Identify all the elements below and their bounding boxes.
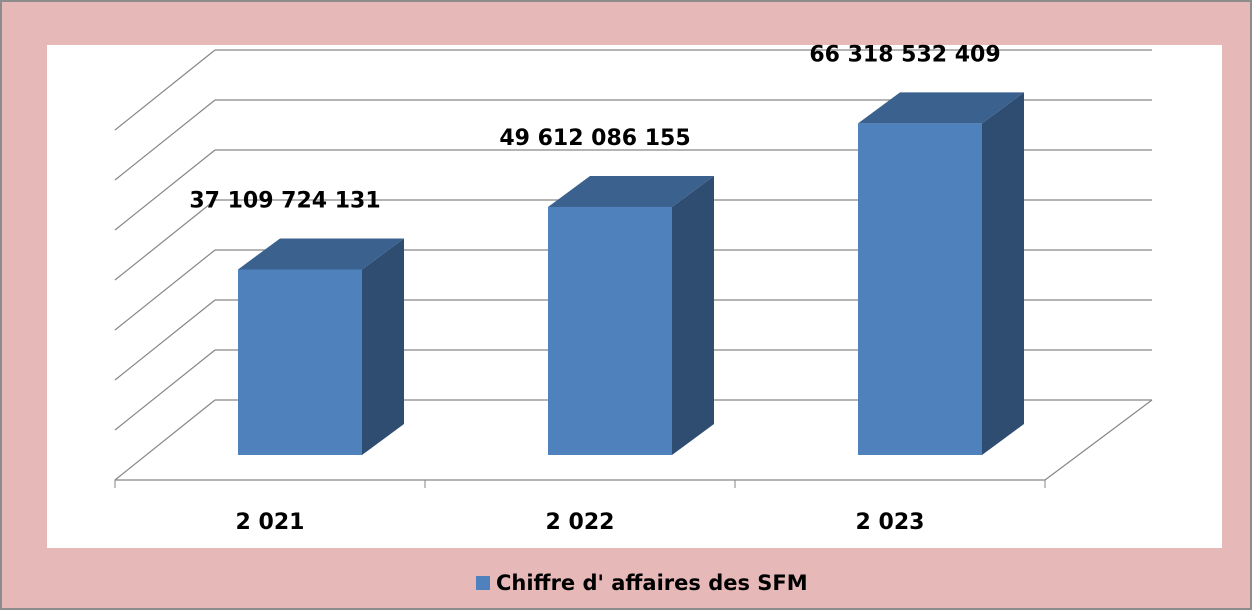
x-tick-label: 2 022 [546, 510, 615, 535]
bar-side [362, 238, 404, 455]
bar-top [548, 175, 714, 207]
legend-label: Chiffre d' affaires des SFM [496, 571, 808, 595]
grid-line [114, 299, 216, 381]
grid-line [114, 399, 216, 481]
bar-side [982, 92, 1024, 455]
legend-swatch [476, 576, 490, 590]
floor-edge [1044, 399, 1153, 481]
grid-line [114, 349, 216, 431]
x-tick-label: 2 021 [236, 510, 305, 535]
data-label: 49 612 086 155 [499, 126, 690, 151]
grid-line [114, 249, 216, 331]
x-tick-label: 2 023 [856, 510, 925, 535]
bar [548, 206, 672, 455]
bar-side [672, 175, 714, 455]
grid-line [114, 199, 216, 281]
data-label: 37 109 724 131 [189, 188, 380, 213]
bar-top [238, 238, 404, 270]
bar [858, 123, 982, 455]
bar [238, 269, 362, 455]
grid-line [114, 49, 216, 131]
data-label: 66 318 532 409 [809, 42, 1000, 67]
bar-top [858, 92, 1024, 124]
grid-line [114, 99, 216, 181]
grid-line [114, 149, 216, 231]
